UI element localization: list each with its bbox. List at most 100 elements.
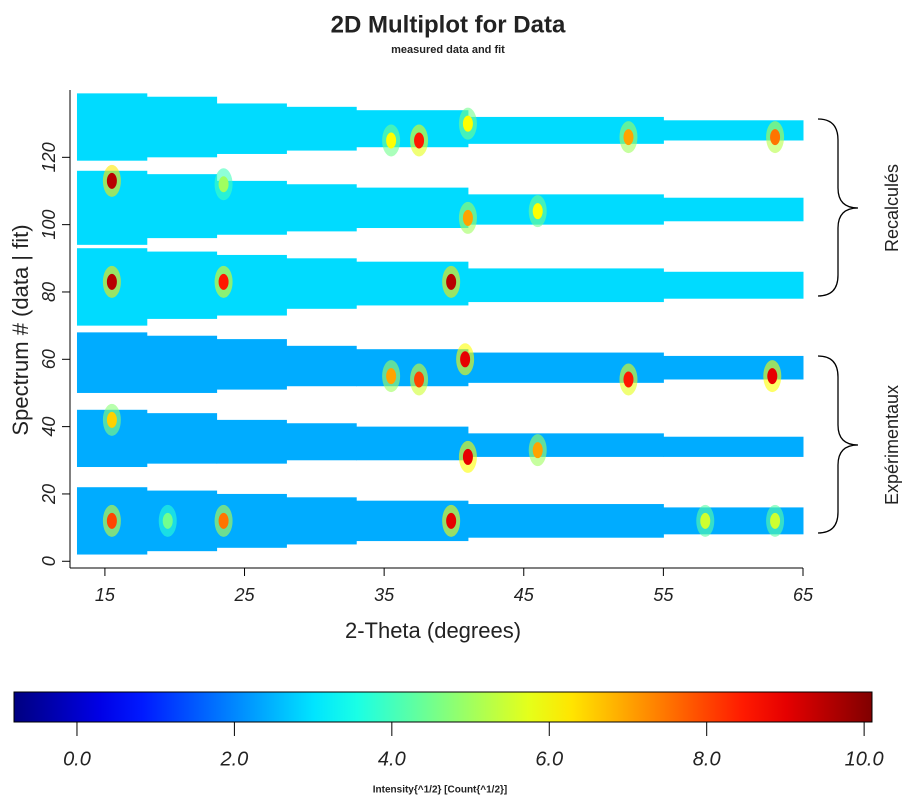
peak-core (700, 512, 711, 529)
strip-segment (216, 103, 287, 154)
peak (458, 107, 477, 140)
colorbar-label: Intensity{^1/2} [Count{^1/2}] (373, 785, 507, 796)
peak (158, 504, 177, 537)
peak (619, 121, 638, 154)
strip-segment (356, 426, 469, 461)
peak (763, 360, 782, 393)
annotation: Recalculés (882, 164, 902, 252)
colorbar-tick-label: 8.0 (693, 748, 721, 770)
peak-core (162, 512, 173, 529)
peak-core (106, 512, 117, 529)
strip-segment (146, 490, 218, 552)
strip-segment (216, 419, 287, 464)
x-tick-label: 15 (95, 585, 116, 605)
strip-segment (286, 345, 357, 387)
strip-segment (286, 258, 357, 309)
peak (442, 504, 461, 537)
y-tick-label: 120 (39, 142, 59, 172)
strip-segment (146, 251, 218, 319)
peak (456, 343, 475, 376)
strip-segment (356, 187, 469, 229)
peak (410, 363, 429, 396)
peak (102, 265, 121, 298)
peak-core (770, 129, 781, 146)
strip-segment (286, 184, 357, 232)
peak (766, 121, 785, 154)
peak-core (218, 176, 229, 193)
colorbar (13, 691, 873, 723)
strip-segment (467, 504, 664, 538)
y-tick-label: 0 (39, 556, 59, 566)
y-tick-label: 80 (39, 282, 59, 302)
brace (817, 355, 859, 534)
chart-subtitle: measured data and fit (391, 44, 505, 56)
peak-core (106, 273, 117, 290)
peak (214, 168, 233, 201)
peak (410, 124, 429, 157)
strip-segment (467, 433, 664, 457)
annotation: Expérimentaux (882, 385, 902, 505)
peak-core (106, 411, 117, 428)
strip-segment (467, 194, 664, 225)
colorbar-tick-label: 2.0 (219, 748, 248, 770)
strip-segment (76, 332, 148, 393)
peak-core (767, 368, 778, 385)
peak (766, 504, 785, 537)
x-tick-label: 65 (793, 585, 814, 605)
chart-title: 2D Multiplot for Data (331, 11, 566, 38)
x-tick-label: 45 (514, 585, 535, 605)
peak (458, 440, 477, 473)
peak-core (386, 132, 397, 149)
peak (528, 434, 547, 467)
peak (528, 195, 547, 228)
y-tick-label: 20 (39, 484, 59, 505)
strip-segment (76, 93, 148, 161)
peak-core (386, 368, 397, 385)
peak-core (218, 512, 229, 529)
peak (442, 265, 461, 298)
y-tick-label: 40 (39, 417, 59, 437)
peak-core (623, 129, 634, 146)
colorbar-tick-label: 6.0 (535, 748, 563, 770)
peak-core (770, 512, 781, 529)
peak (696, 504, 715, 537)
strip-segment (663, 436, 804, 457)
peak (458, 201, 477, 234)
peak-core (106, 172, 117, 189)
peak-core (414, 371, 425, 388)
peak (214, 265, 233, 298)
y-tick-label: 60 (39, 349, 59, 369)
colorbar-tick-label: 4.0 (378, 748, 406, 770)
peak (619, 363, 638, 396)
strip-segment (286, 497, 357, 545)
peak-core (462, 448, 473, 465)
strip-segment (663, 355, 804, 380)
peak (382, 360, 401, 393)
peak (102, 403, 121, 436)
peak-core (532, 203, 543, 220)
peak (102, 504, 121, 537)
y-tick-label: 100 (39, 210, 59, 240)
peak-core (460, 351, 471, 368)
peak-core (446, 273, 457, 290)
strip-segment (146, 413, 218, 464)
peak-core (623, 371, 634, 388)
peak-core (218, 273, 229, 290)
y-axis-title: Spectrum # (data | fit) (8, 224, 33, 435)
peak-core (532, 442, 543, 459)
brace (817, 118, 859, 297)
peak-core (414, 132, 425, 149)
x-axis-title: 2-Theta (degrees) (345, 618, 521, 643)
peak-core (462, 115, 473, 132)
strip-segment (663, 197, 804, 222)
peak (102, 164, 121, 197)
strip-segment (286, 423, 357, 461)
x-tick-label: 25 (234, 585, 256, 605)
colorbar-tick-label: 0.0 (63, 748, 91, 770)
strip-segment (146, 96, 218, 158)
peak-core (446, 512, 457, 529)
peak (382, 124, 401, 157)
x-tick-label: 35 (374, 585, 395, 605)
strip-segment (146, 174, 218, 239)
